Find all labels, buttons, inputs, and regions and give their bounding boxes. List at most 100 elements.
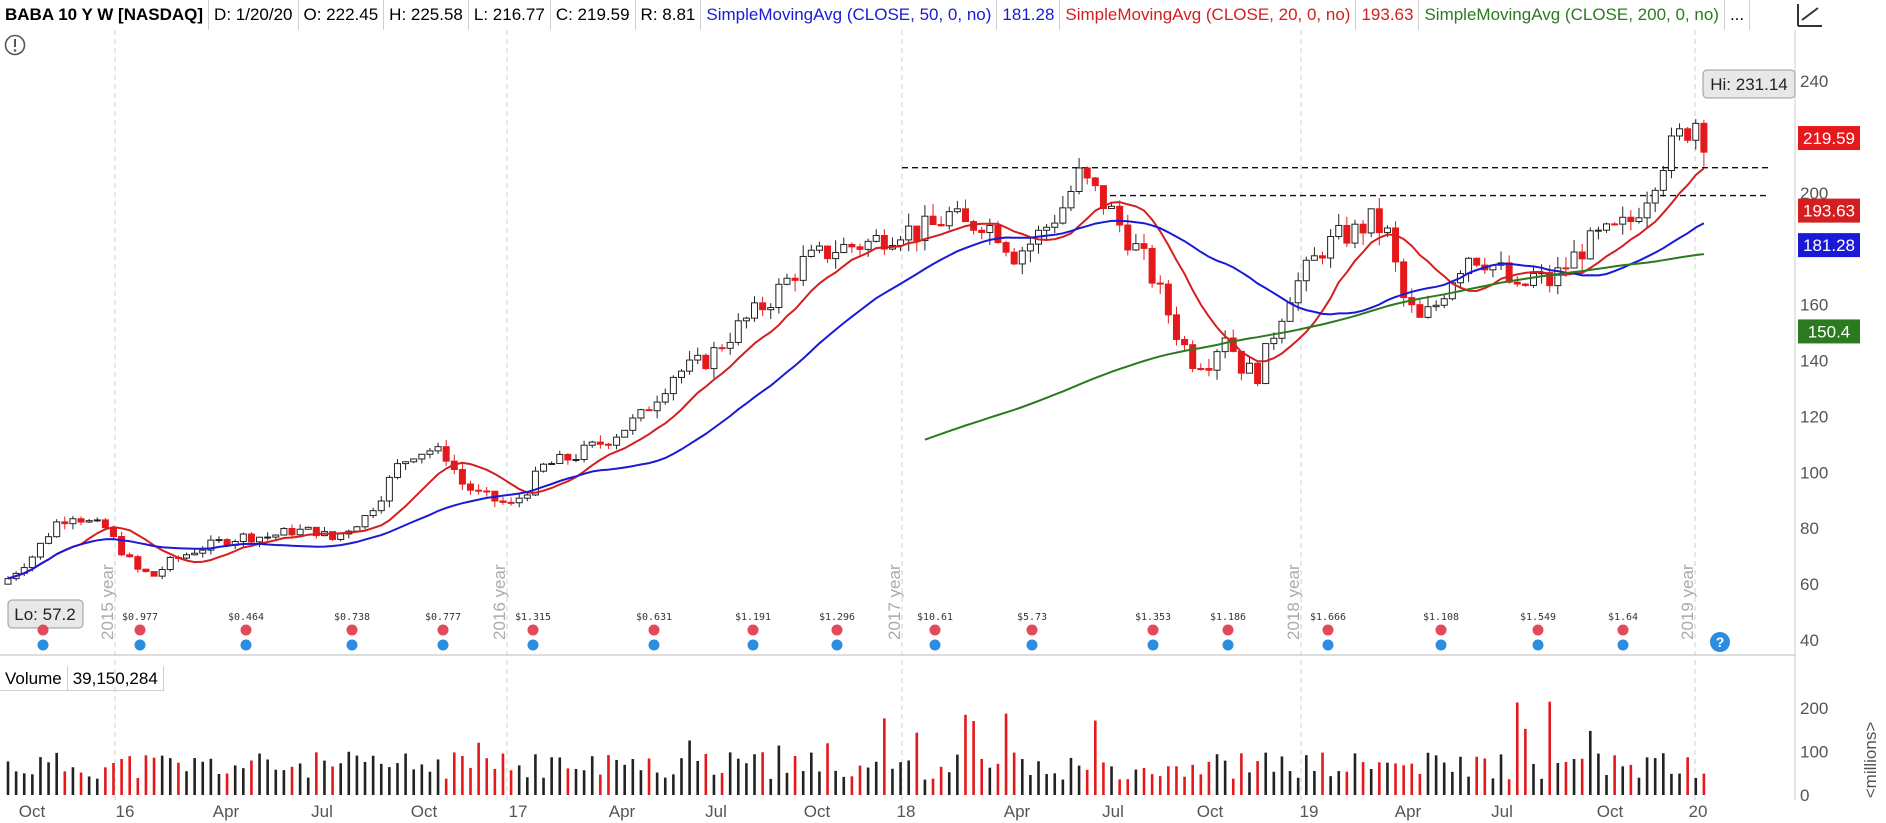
volume-bar bbox=[1499, 754, 1503, 795]
candle-body bbox=[564, 453, 572, 461]
dividend-label: $0.977 bbox=[122, 612, 158, 623]
info-icon[interactable] bbox=[4, 34, 26, 56]
candle-body bbox=[1611, 223, 1619, 226]
volume-bar bbox=[1110, 766, 1113, 795]
volume-bar bbox=[509, 770, 513, 795]
volume-bar bbox=[55, 752, 58, 795]
candle-body bbox=[1181, 338, 1189, 346]
symbol-label[interactable]: BABA 10 Y W [NASDAQ] bbox=[0, 0, 210, 30]
volume-bar bbox=[1223, 760, 1227, 795]
volume-bar bbox=[1134, 769, 1138, 795]
volume-bar bbox=[71, 767, 75, 795]
candle-body bbox=[507, 501, 515, 504]
candle-body bbox=[1521, 283, 1529, 286]
volume-bar bbox=[526, 777, 529, 795]
volume-bar bbox=[1321, 752, 1324, 795]
volume-bar bbox=[639, 770, 643, 795]
volume-bar bbox=[599, 774, 602, 795]
sma20-value: 193.63 bbox=[1356, 0, 1420, 30]
candle-body bbox=[1327, 236, 1335, 259]
volume-bar bbox=[672, 774, 675, 795]
volume-bar bbox=[1256, 761, 1259, 795]
volume-bar bbox=[1304, 755, 1308, 795]
volume-bar bbox=[461, 755, 464, 795]
x-tick-label: 20 bbox=[1689, 802, 1708, 821]
candle-body bbox=[442, 446, 450, 462]
candle-body bbox=[1164, 283, 1172, 316]
candle-body bbox=[572, 458, 580, 461]
earnings-icon bbox=[648, 639, 660, 651]
volume-bar bbox=[388, 767, 391, 795]
candle-body bbox=[1270, 337, 1278, 345]
volume-bar bbox=[777, 745, 781, 795]
earnings-icon bbox=[240, 639, 252, 651]
candle-body bbox=[53, 521, 61, 538]
volume-bar bbox=[517, 765, 521, 795]
volume-bar bbox=[663, 777, 667, 795]
candle-body bbox=[1692, 122, 1700, 141]
candle-body bbox=[1099, 185, 1107, 210]
candle-body bbox=[467, 483, 475, 491]
candle-body bbox=[1018, 250, 1026, 265]
volume-bar bbox=[104, 767, 107, 795]
volume-bar bbox=[274, 769, 278, 795]
candle-body bbox=[150, 571, 158, 577]
candle-body bbox=[109, 527, 117, 537]
sma50-line bbox=[7, 219, 1705, 580]
candle-body bbox=[1586, 230, 1594, 260]
candle-body bbox=[1367, 208, 1375, 234]
volume-bar bbox=[282, 770, 286, 795]
more-ellipsis[interactable]: ... bbox=[1725, 0, 1751, 30]
volume-bar bbox=[217, 773, 221, 795]
volume-bar bbox=[193, 758, 196, 795]
volume-bar bbox=[1077, 765, 1081, 795]
volume-bar bbox=[891, 768, 894, 795]
volume-bar bbox=[1183, 776, 1186, 795]
volume-bar bbox=[834, 770, 837, 795]
year-label: 2015 year bbox=[98, 564, 117, 640]
sma20-label[interactable]: SimpleMovingAvg (CLOSE, 20, 0, no) bbox=[1060, 0, 1357, 30]
volume-bar bbox=[396, 763, 399, 795]
volume-bar bbox=[412, 769, 416, 795]
collapse-icon[interactable] bbox=[1796, 2, 1824, 28]
candle-body bbox=[1213, 351, 1221, 371]
x-tick-label: Oct bbox=[19, 802, 46, 821]
volume-bar bbox=[209, 758, 213, 795]
volume-bar bbox=[1175, 766, 1178, 795]
candle-body bbox=[799, 255, 807, 281]
candle-body bbox=[637, 409, 645, 419]
candle-body bbox=[475, 489, 483, 492]
dividend-icon bbox=[1026, 624, 1038, 636]
volume-bar bbox=[1524, 728, 1527, 795]
dividend-label: $1.353 bbox=[1135, 612, 1171, 623]
volume-bar bbox=[1004, 713, 1008, 795]
candle-body bbox=[1075, 167, 1083, 193]
candle-body bbox=[661, 393, 669, 403]
x-tick-label: 18 bbox=[897, 802, 916, 821]
volume-bar bbox=[469, 767, 472, 795]
volume-bar bbox=[14, 771, 18, 795]
candle-body bbox=[101, 519, 109, 529]
candle-body bbox=[807, 249, 815, 257]
candle-body bbox=[426, 450, 434, 455]
volume-bar bbox=[1167, 766, 1170, 795]
candle-body bbox=[775, 283, 783, 309]
volume-bar bbox=[712, 774, 716, 795]
candle-body bbox=[604, 443, 612, 446]
price-tick-label: 80 bbox=[1800, 519, 1819, 538]
sma200-label[interactable]: SimpleMovingAvg (CLOSE, 200, 0, no) bbox=[1419, 0, 1725, 30]
volume-bar bbox=[696, 760, 700, 795]
candle-body bbox=[783, 277, 791, 285]
help-icon[interactable]: ? bbox=[1709, 631, 1731, 653]
volume-bars bbox=[6, 701, 1706, 795]
candle-body bbox=[1351, 223, 1359, 244]
volume-bar bbox=[1345, 771, 1349, 795]
volume-bar bbox=[63, 771, 67, 795]
volume-bar bbox=[306, 777, 310, 795]
hi-callout: Hi: 231.14 bbox=[1702, 69, 1796, 99]
candle-body bbox=[134, 556, 142, 570]
volume-title: Volume bbox=[0, 666, 68, 691]
dividend-icon bbox=[648, 624, 660, 636]
sma50-label[interactable]: SimpleMovingAvg (CLOSE, 50, 0, no) bbox=[701, 0, 998, 30]
